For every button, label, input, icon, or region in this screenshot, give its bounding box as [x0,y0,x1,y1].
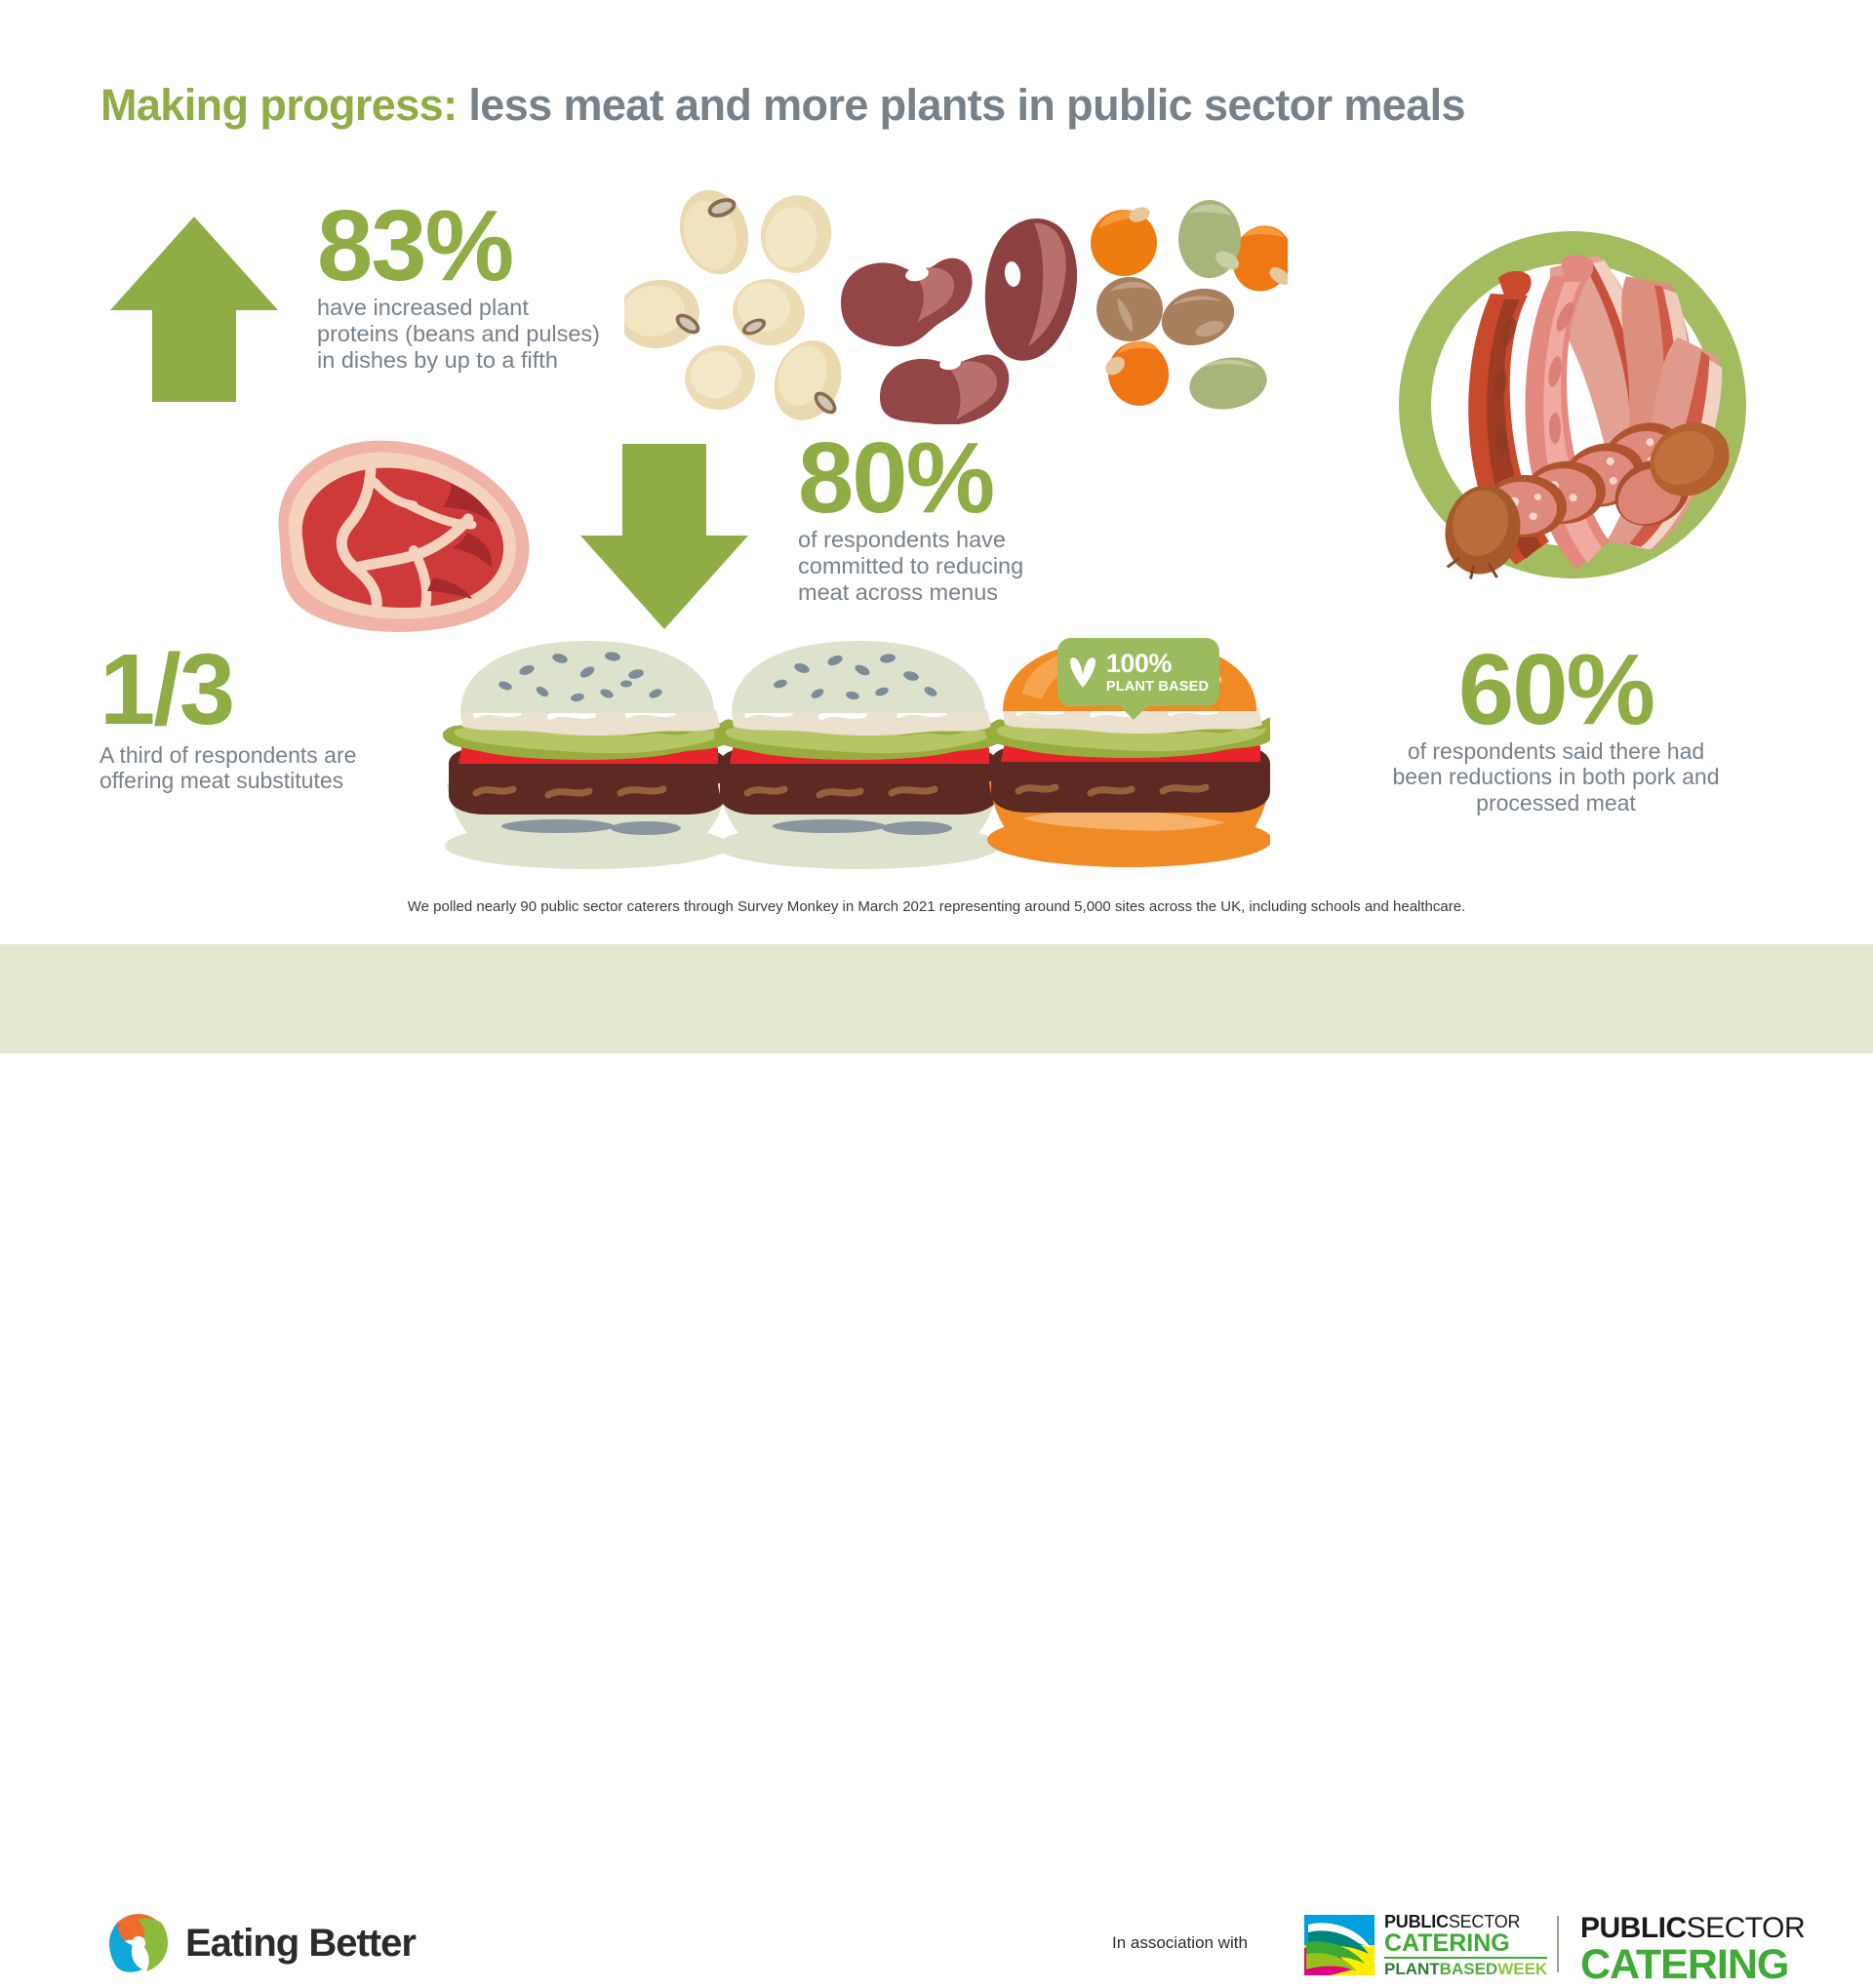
stat-value-one-third: 1/3 [100,633,235,745]
pinwheel-logo-icon [109,1914,168,1972]
pbw-line3: PLANTBASEDWEEK [1384,1961,1547,1977]
caption-line: offering meat substitutes [100,768,344,794]
page-title: Making progress: less meat and more plan… [100,80,1466,131]
footer-divider [1557,1916,1559,1972]
stat-value-60: 60% [1457,633,1655,745]
plant-based-week-logo[interactable]: PUBLICSECTOR CATERING PLANTBASEDWEEK [1304,1913,1548,1977]
pbw-catering: CATERING [1384,1931,1548,1959]
eating-better-wordmark: Eating Better [185,1921,417,1965]
infographic-canvas: Making progress: less meat and more plan… [0,80,1873,1986]
pbw-public: PUBLIC [1384,1912,1449,1931]
caption-line: of respondents said there had [1407,737,1705,764]
methodology-footnote: We polled nearly 90 public sector catere… [407,898,1466,915]
plant-based-badge: 100% PLANT BASED [1057,638,1219,725]
sausages-and-bacon-circle-illustration [1397,210,1748,605]
leaf-icon [1069,657,1096,688]
stat-reducing-meat: 80% of respondents have committed to red… [798,421,1091,607]
caption-line: in dishes by up to a fifth [317,347,558,374]
caption-line: A third of respondents are [100,741,357,768]
badge-label: PLANT BASED [1105,678,1210,695]
caption-line: of respondents have [798,526,1006,552]
stat-pork-processed-meat: 60% of respondents said there had been r… [1361,633,1751,816]
caption-line: been reductions in both pork and [1392,764,1720,790]
arrow-up-icon [110,217,278,402]
stat-caption-one-third: A third of respondents are offering meat… [100,742,421,794]
caption-line: have increased plant [317,294,529,320]
pbw-week: WEEK [1497,1960,1548,1978]
three-burgers-illustration [441,639,1279,878]
stat-caption-83: have increased plant proteins (beans and… [317,295,649,375]
pbw-plant: PLANT [1384,1960,1440,1978]
stat-caption-80: of respondents have committed to reducin… [798,527,1091,607]
beans-and-pulses-illustration [618,189,1293,429]
arrow-down-icon [580,444,748,629]
footer-band: Eating Better In association with PUBLIC… [0,944,1873,1986]
caption-line: committed to reducing [798,553,1024,578]
caption-line: meat across menus [798,579,999,606]
stat-plant-proteins: 83% have increased plant proteins (beans… [317,189,649,375]
psc-line1: PUBLICSECTOR [1580,1912,1806,1944]
public-sector-catering-logo[interactable]: PUBLICSECTOR CATERING [1580,1912,1806,1988]
eating-better-logo[interactable]: Eating Better [105,1910,417,1976]
pbw-based: BASED [1439,1960,1498,1978]
stat-caption-60: of respondents said there had been reduc… [1361,738,1751,816]
caption-line: proteins (beans and pulses) [317,321,601,346]
stat-value-83: 83% [317,189,514,301]
psc-catering: CATERING [1580,1941,1789,1988]
psc-sector: SECTOR [1686,1912,1806,1944]
raw-steak-illustration [232,431,544,651]
pbw-line1: PUBLICSECTOR [1384,1913,1547,1930]
stat-value-80: 80% [798,421,995,534]
psc-public: PUBLIC [1580,1912,1687,1944]
pbw-swatch-icon [1304,1915,1375,1975]
page-title-highlight: Making progress: [100,80,458,130]
stat-meat-substitutes: 1/3 A third of respondents are offering … [100,633,421,794]
caption-line: processed meat [1476,790,1636,816]
association-label: In association with [1112,1933,1248,1952]
page-title-rest: less meat and more plants in public sect… [457,80,1465,130]
pbw-sector: SECTOR [1448,1912,1521,1931]
badge-percent: 100% [1105,648,1173,678]
